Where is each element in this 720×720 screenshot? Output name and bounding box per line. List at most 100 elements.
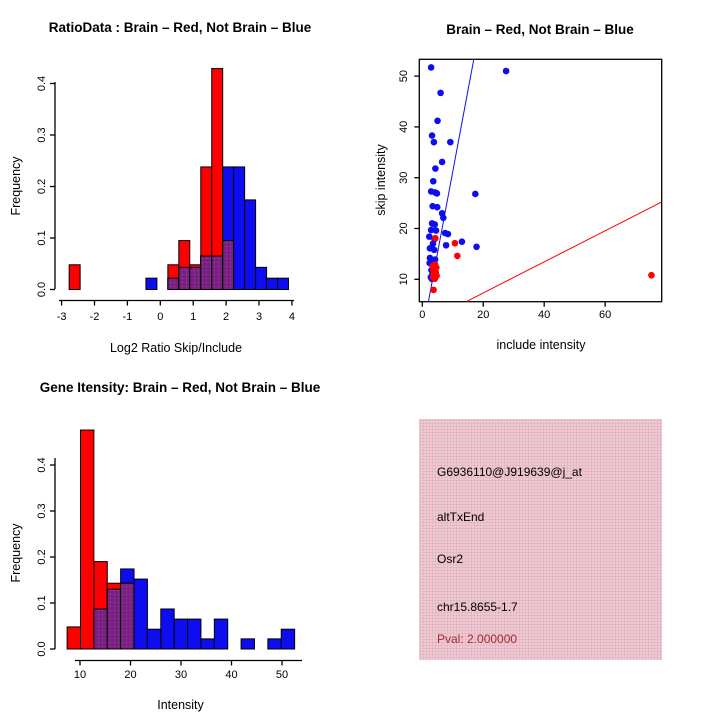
scatter-point-blue bbox=[432, 165, 439, 172]
x-tick-label: 4 bbox=[289, 311, 295, 323]
hist-bar-red bbox=[66, 626, 82, 650]
y-tick-label: 0.1 bbox=[36, 230, 48, 245]
scatter-point-blue bbox=[502, 67, 510, 75]
hist-bar-overlap bbox=[106, 588, 122, 650]
hist-bar-blue bbox=[173, 618, 189, 650]
x-tick-label: 20 bbox=[477, 309, 489, 321]
y-tick-label: 0.0 bbox=[36, 282, 48, 297]
y-tick-label: 0.0 bbox=[36, 641, 48, 656]
y-tick-label: 0.4 bbox=[36, 457, 48, 472]
scatter-point-blue bbox=[431, 221, 439, 228]
ratio-hist-xlabel: Log2 Ratio Skip/Include bbox=[109, 341, 243, 355]
x-tick-label: 40 bbox=[225, 669, 237, 681]
hist-bar-overlap bbox=[167, 277, 180, 291]
x-tick-label: -1 bbox=[123, 311, 133, 323]
hist-bar-blue bbox=[200, 638, 215, 650]
hist-bar-overlap bbox=[200, 255, 213, 290]
scatter-point-blue bbox=[432, 227, 440, 234]
scatter-ylabel: skip intensity bbox=[374, 144, 388, 216]
hist-bar-blue bbox=[277, 277, 289, 291]
x-tick-label: 3 bbox=[256, 311, 262, 323]
plot-box bbox=[418, 58, 663, 303]
y-tick-label: 50 bbox=[398, 70, 410, 82]
x-tick-label: 60 bbox=[599, 309, 611, 321]
hist-bar-blue bbox=[240, 638, 255, 650]
hist-bar-red bbox=[80, 429, 95, 650]
x-tick-label: 40 bbox=[538, 309, 550, 321]
scatter-point-blue bbox=[434, 117, 441, 125]
y-tick-label: 20 bbox=[398, 222, 410, 234]
hist-bar-overlap bbox=[222, 240, 235, 290]
scatter-point-blue bbox=[438, 158, 446, 166]
hist-bar-blue bbox=[213, 618, 229, 650]
y-tick-label: 0.2 bbox=[36, 549, 48, 564]
scatter-point-blue bbox=[458, 238, 466, 246]
y-tick-label: 0.1 bbox=[36, 595, 48, 610]
x-tick-label: -3 bbox=[57, 311, 67, 323]
y-tick-label: 40 bbox=[398, 121, 410, 133]
y-tick-label: 30 bbox=[398, 172, 410, 184]
hist-bar-blue bbox=[233, 166, 246, 290]
scatter-point-blue bbox=[428, 132, 436, 139]
threshold-line-red bbox=[465, 201, 662, 303]
hist-bar-blue bbox=[133, 578, 148, 650]
scatter-point-blue bbox=[444, 230, 452, 238]
scatter-point-blue bbox=[472, 190, 479, 198]
hist-bar-blue bbox=[280, 628, 296, 650]
hist-bar-overlap bbox=[189, 266, 202, 291]
pval-text: Pval: 2.000000 bbox=[437, 632, 518, 646]
x-tick-label: -2 bbox=[90, 311, 100, 323]
hist-bar-blue bbox=[255, 266, 268, 291]
gene-info-panel: G6936110@J919639@j_at altTxEnd Osr2 chr1… bbox=[419, 419, 662, 660]
x-tick-label: 20 bbox=[124, 669, 136, 681]
scatter-point-blue bbox=[437, 89, 444, 97]
hist-bar-overlap bbox=[178, 266, 191, 291]
hist-bar-overlap bbox=[211, 255, 224, 290]
probe-id-text: G6936110@J919639@j_at bbox=[437, 465, 582, 479]
scatter-point-blue bbox=[430, 246, 438, 254]
scatter-point-blue bbox=[433, 203, 441, 211]
ratio-hist-ylabel: Frequency bbox=[9, 156, 23, 216]
hist-bar-blue bbox=[145, 277, 158, 291]
scatter-point-blue bbox=[440, 214, 447, 222]
scatter-point-blue bbox=[427, 64, 435, 71]
hist-bar-overlap bbox=[93, 608, 108, 650]
hist-bar-overlap bbox=[120, 582, 135, 650]
gene-hist-title: Gene Itensity: Brain – Red, Not Brain – … bbox=[39, 380, 321, 395]
scatter-point-blue bbox=[426, 233, 433, 240]
scatter-point-red bbox=[648, 271, 655, 279]
hist-bar-blue bbox=[146, 628, 162, 650]
x-tick-label: 1 bbox=[190, 311, 196, 323]
scatter-point-blue bbox=[427, 226, 435, 234]
scatter-point-red bbox=[454, 252, 461, 260]
gene-hist-ylabel: Frequency bbox=[9, 523, 23, 583]
scatter-point-blue bbox=[433, 190, 441, 197]
hist-bar-blue bbox=[267, 638, 282, 650]
scatter-point-red bbox=[451, 239, 459, 247]
y-tick-label: 0.2 bbox=[36, 179, 48, 194]
scatter-point-blue bbox=[473, 243, 480, 251]
scatter-xlabel: include intensity bbox=[496, 338, 586, 352]
scatter-point-blue bbox=[429, 177, 437, 185]
x-tick-label: 30 bbox=[175, 669, 187, 681]
y-tick-label: 0.3 bbox=[36, 503, 48, 518]
y-tick-label: 0.4 bbox=[36, 76, 48, 91]
gene-symbol-text: Osr2 bbox=[437, 552, 464, 566]
scatter-title: Brain – Red, Not Brain – Blue bbox=[446, 22, 634, 37]
hist-bar-blue bbox=[244, 199, 257, 290]
splice-type-text: altTxEnd bbox=[437, 510, 485, 524]
gene-hist-xlabel: Intensity bbox=[157, 698, 204, 712]
x-tick-label: 0 bbox=[419, 309, 425, 321]
x-tick-label: 2 bbox=[223, 311, 229, 323]
x-tick-label: 50 bbox=[276, 669, 288, 681]
ratio-hist-title: RatioData : Brain – Red, Not Brain – Blu… bbox=[48, 20, 312, 35]
y-tick-label: 0.3 bbox=[36, 127, 48, 142]
hist-bar-blue bbox=[160, 608, 175, 650]
y-tick-label: 10 bbox=[398, 273, 410, 285]
x-tick-label: 0 bbox=[157, 311, 163, 323]
hist-bar-red bbox=[68, 264, 81, 290]
hist-bar-blue bbox=[187, 618, 202, 650]
scatter-point-blue bbox=[447, 138, 454, 146]
